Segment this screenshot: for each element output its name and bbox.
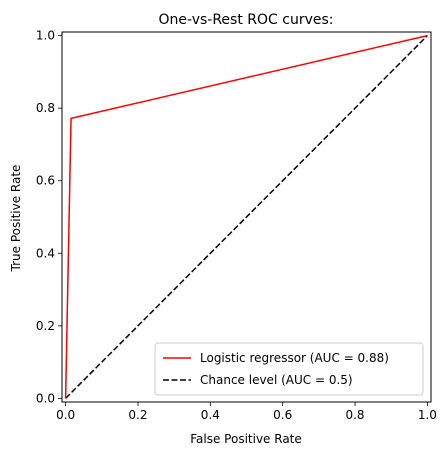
chance-level-line (65, 35, 428, 399)
x-axis-label: False Positive Rate (190, 432, 302, 446)
roc-curve-line (64, 34, 428, 399)
y-tick-label: 0.8 (36, 101, 55, 115)
legend-entry-label: Logistic regressor (AUC = 0.88) (200, 351, 389, 365)
y-tick-label: 0.6 (36, 174, 55, 188)
chart-title: One-vs-Rest ROC curves: (159, 12, 334, 28)
legend-entry-label: Chance level (AUC = 0.5) (200, 373, 353, 387)
x-tick-label: 0.8 (345, 408, 364, 422)
legend-box (154, 342, 424, 396)
y-tick-label: 1.0 (36, 29, 55, 43)
plot-frame (61, 31, 432, 403)
y-axis-ticks: 0.0 0.2 0.4 0.6 0.8 1.0 (36, 29, 62, 405)
x-tick-label: 1.0 (418, 408, 437, 422)
y-axis-label: True Positive Rate (9, 165, 23, 273)
x-tick-label: 0.0 (56, 408, 75, 422)
x-tick-label: 0.4 (201, 408, 220, 422)
y-tick-label: 0.4 (36, 246, 55, 260)
y-tick-label: 0.2 (36, 319, 55, 333)
x-tick-label: 0.2 (128, 408, 147, 422)
x-axis-ticks: 0.0 0.2 0.4 0.6 0.8 1.0 (56, 402, 437, 422)
plot-area (61, 31, 432, 403)
x-tick-label: 0.6 (273, 408, 292, 422)
y-tick-label: 0.0 (36, 391, 55, 405)
legend: Logistic regressor (AUC = 0.88) Chance le… (154, 342, 424, 396)
